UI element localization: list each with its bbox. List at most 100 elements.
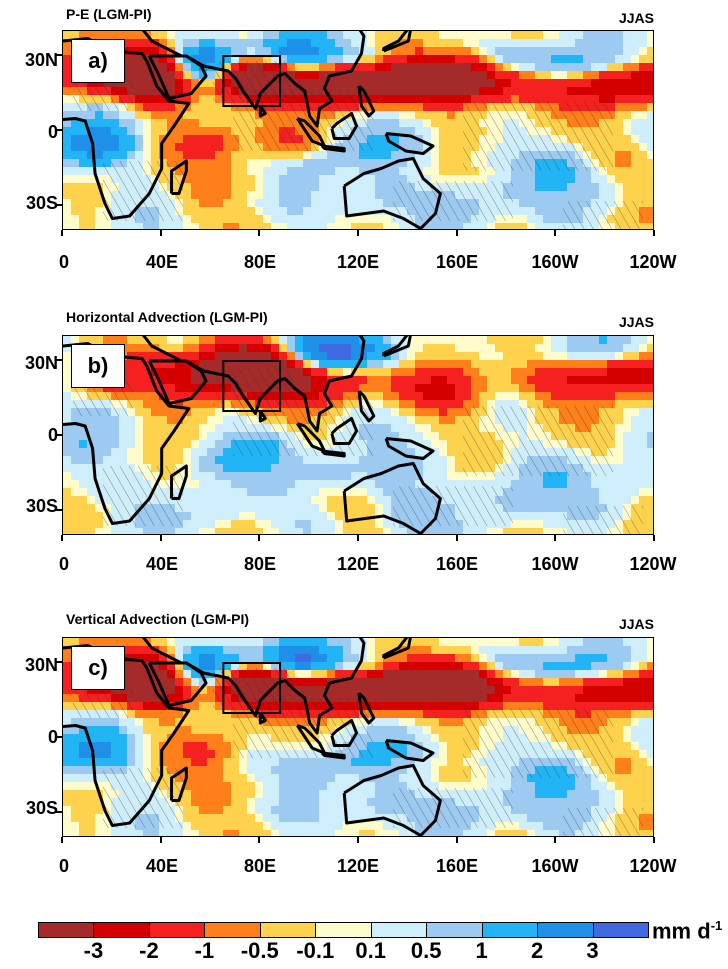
field-cell [399,47,408,56]
field-cell [567,662,576,671]
field-cell [135,528,144,534]
field-cell [319,654,328,663]
field-cell [591,496,600,505]
field-cell [151,95,160,104]
field-cell [71,440,80,449]
field-cell [463,95,472,104]
field-cell [431,63,440,72]
field-cell [303,223,312,229]
field-cell [383,215,392,224]
field-cell [447,670,456,679]
field-cell [319,488,328,497]
field-cell [151,31,160,40]
field-cell [79,750,88,759]
field-cell [543,352,552,361]
field-cell [383,528,392,534]
field-cell [143,47,152,56]
field-cell [183,456,192,465]
field-cell [639,191,648,200]
field-cell [295,678,304,687]
field-cell [407,223,416,229]
field-cell [615,710,624,719]
field-cell [543,47,552,56]
field-cell [335,223,344,229]
field-cell [223,496,232,505]
field-cell [599,344,608,353]
field-cell [207,79,216,88]
field-cell [215,480,224,489]
field-cell [551,352,560,361]
field-cell [607,79,616,88]
field-cell [535,662,544,671]
field-cell [175,39,184,48]
field-cell [487,95,496,104]
field-cell [447,71,456,80]
field-cell [567,678,576,687]
field-cell [183,726,192,735]
field-cell [327,167,336,176]
field-cell [527,376,536,385]
field-cell [607,360,616,369]
field-cell [343,464,352,473]
field-cell [415,392,424,401]
field-cell [599,702,608,711]
field-cell [359,215,368,224]
field-cell [415,718,424,727]
field-cell [375,496,384,505]
field-cell [143,646,152,655]
field-cell [423,702,432,711]
field-cell [207,71,216,80]
field-cell [431,135,440,144]
x-tick-label: 120E [336,554,380,574]
field-cell [615,151,624,160]
field-cell [327,528,336,534]
field-cell [71,336,80,345]
field-cell [175,654,184,663]
season-label: JJAS [618,10,654,26]
field-cell [599,480,608,489]
field-cell [159,143,168,152]
field-cell [71,175,80,184]
field-cell [95,718,104,727]
field-cell [455,638,464,647]
field-cell [447,159,456,168]
field-cell [287,352,296,361]
field-cell [399,678,408,687]
coastline [320,449,346,458]
field-cell [375,127,384,136]
y-tick-mark [56,359,62,361]
field-cell [183,111,192,120]
field-cell [247,480,256,489]
field-cell [391,103,400,112]
field-cell [239,758,248,767]
field-cell [383,63,392,72]
field-cell [127,448,136,457]
field-cell [335,512,344,521]
field-cell [327,151,336,160]
field-cell [583,368,592,377]
field-cell [631,734,640,743]
field-cell [639,742,648,751]
field-cell [223,344,232,353]
field-cell [327,159,336,168]
field-cell [159,87,168,96]
field-cell [215,111,224,120]
field-cell [567,654,576,663]
field-cell [191,167,200,176]
field-cell [167,135,176,144]
field-cell [423,143,432,152]
field-cell [415,95,424,104]
field-cell [71,111,80,120]
field-cell [415,710,424,719]
field-cell [503,167,512,176]
field-cell [383,368,392,377]
field-cell [391,480,400,489]
field-cell [375,400,384,409]
field-cell [559,400,568,409]
field-cell [311,31,320,40]
field-cell [151,718,160,727]
field-cell [119,336,128,345]
field-cell [335,207,344,216]
field-cell [159,408,168,417]
field-cell [95,520,104,529]
